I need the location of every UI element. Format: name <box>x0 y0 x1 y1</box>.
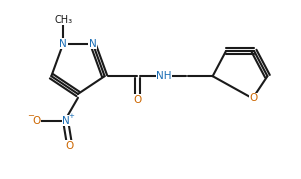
Text: O: O <box>249 93 257 103</box>
Text: N: N <box>59 39 67 49</box>
Text: CH₃: CH₃ <box>54 15 72 25</box>
Text: +: + <box>68 113 74 119</box>
Text: O: O <box>65 141 73 151</box>
Text: O: O <box>33 116 41 126</box>
Text: −: − <box>27 111 34 120</box>
Text: O: O <box>133 95 141 105</box>
Text: N: N <box>62 116 70 126</box>
Text: NH: NH <box>156 71 172 81</box>
Text: N: N <box>89 39 97 49</box>
